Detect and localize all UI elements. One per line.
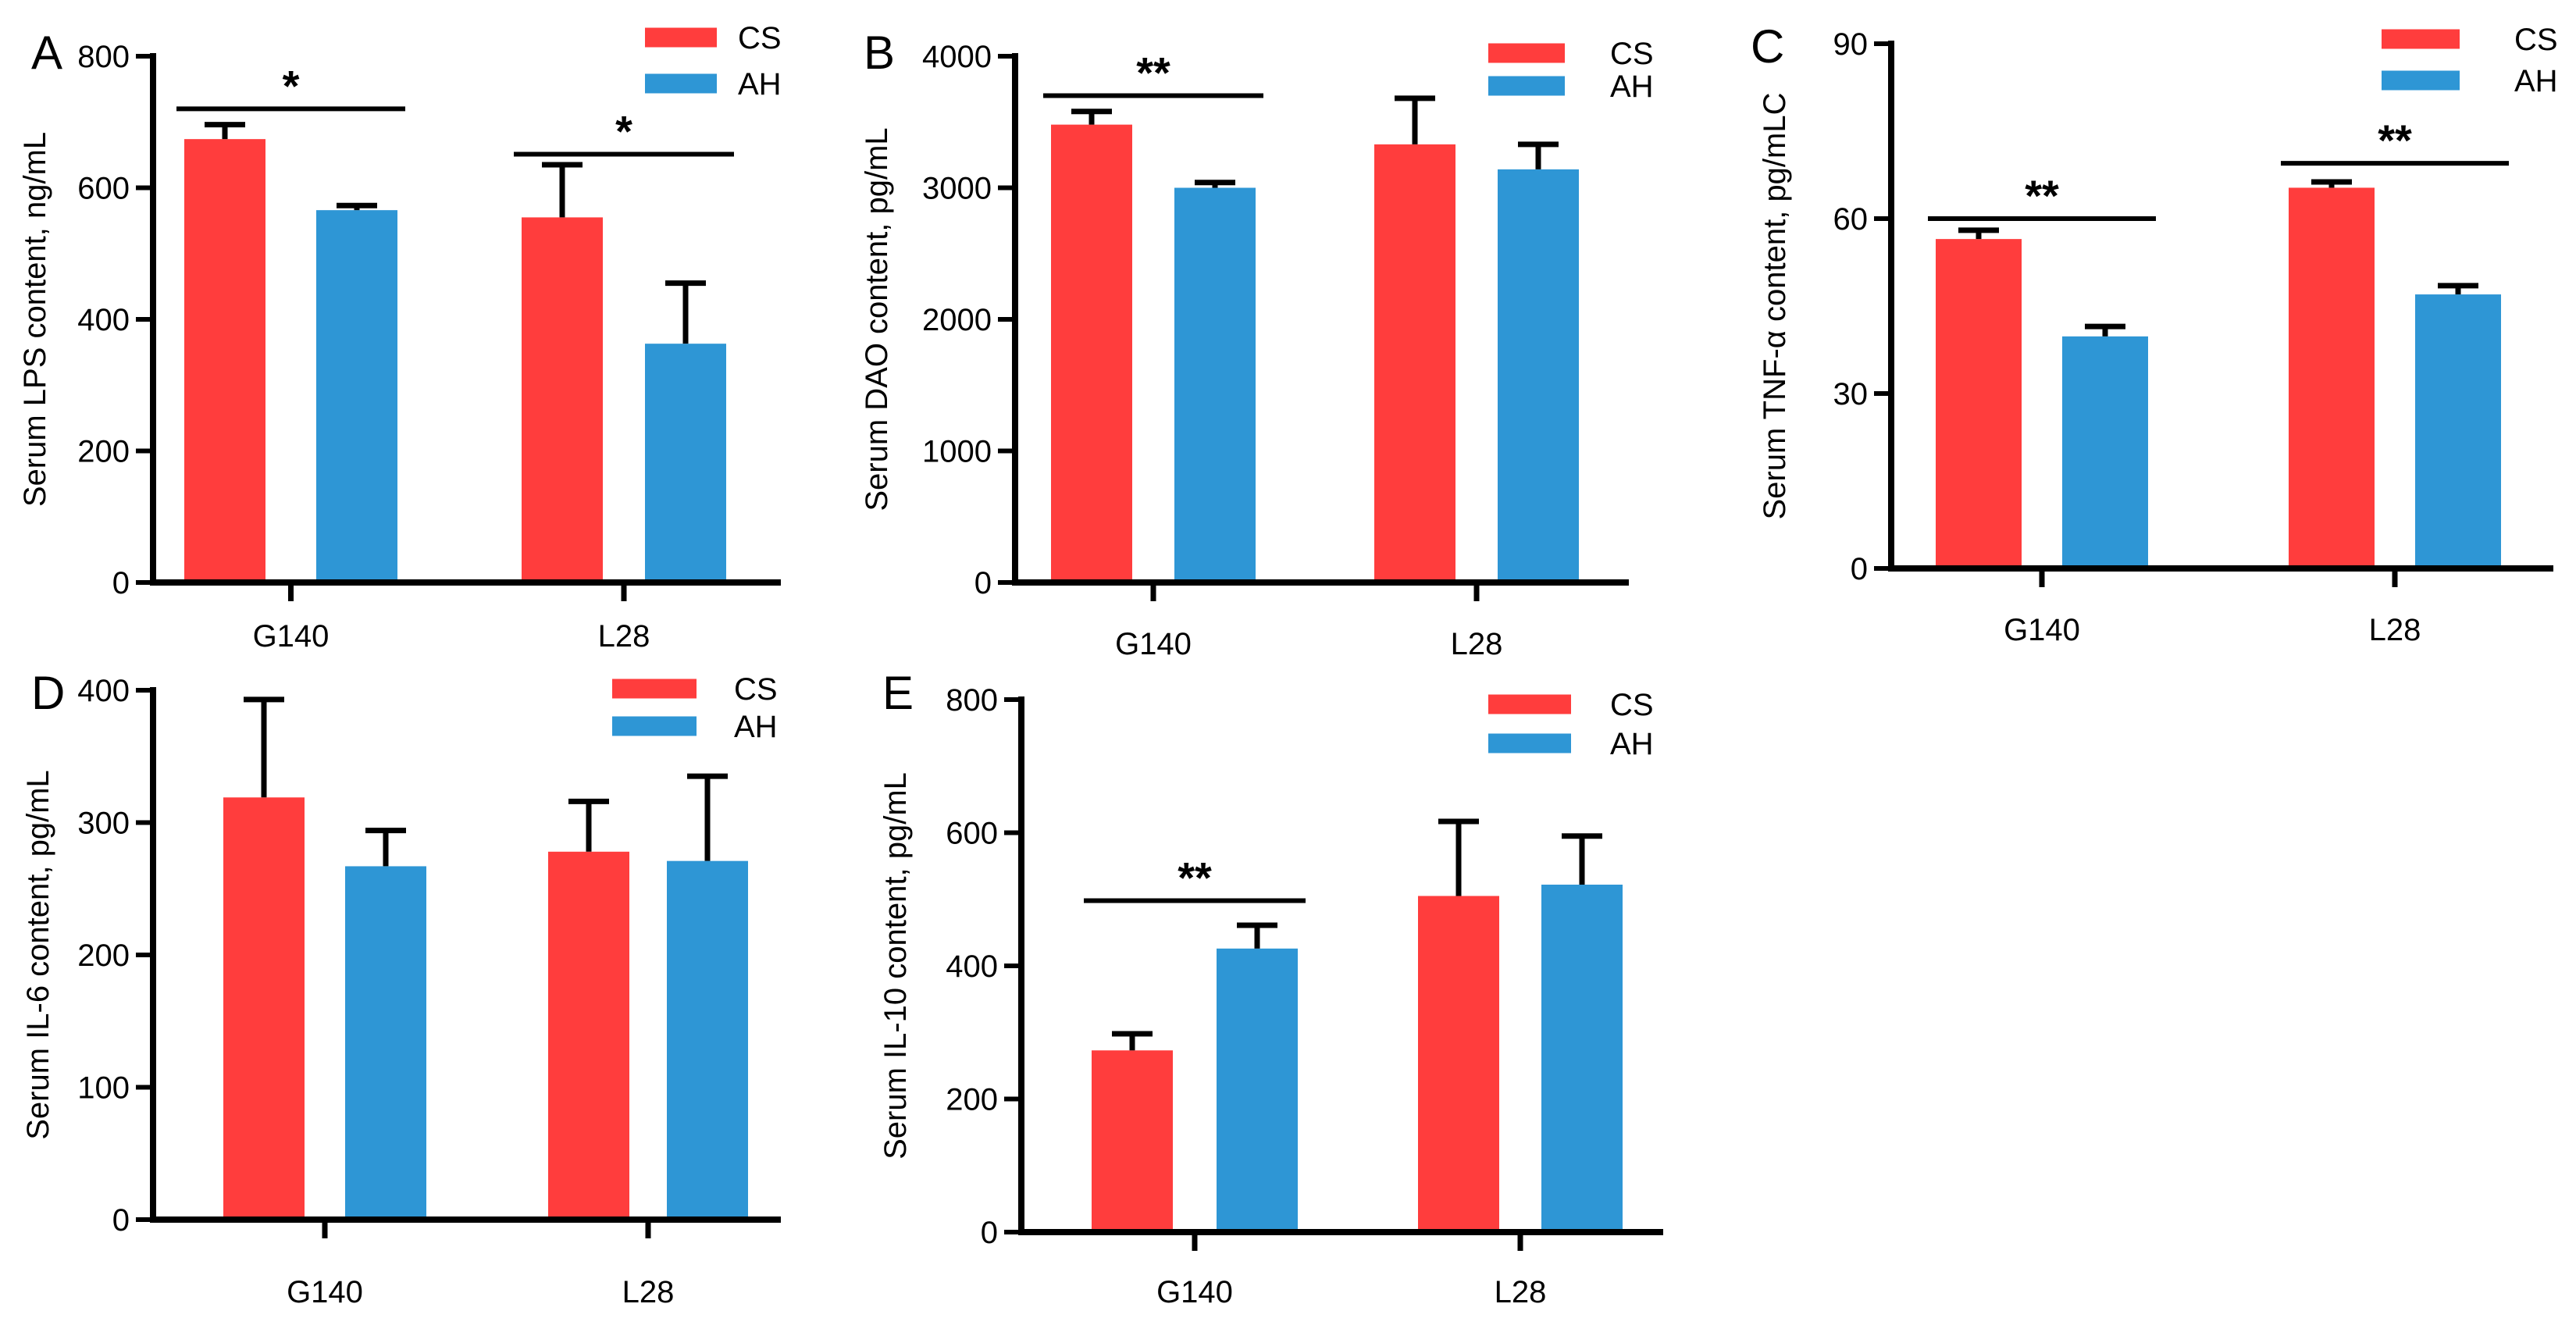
significance-marker: * bbox=[615, 107, 632, 156]
y-tick-label: 300 bbox=[77, 807, 130, 841]
legend-swatch-CS bbox=[2382, 29, 2460, 49]
legend-swatch-CS bbox=[612, 679, 697, 699]
legend-label-CS: CS bbox=[1610, 688, 1654, 722]
y-axis-label: Serum DAO content, pg/mL bbox=[860, 127, 894, 511]
panel-label: B bbox=[864, 27, 895, 79]
y-tick-label: 200 bbox=[77, 435, 130, 469]
significance-marker: ** bbox=[1136, 48, 1170, 98]
y-tick-label: 60 bbox=[1833, 202, 1869, 237]
y-tick-label: 3000 bbox=[922, 172, 992, 206]
legend-swatch-AH bbox=[612, 716, 697, 736]
bar-AH-G140 bbox=[345, 866, 426, 1220]
y-tick-label: 400 bbox=[77, 674, 130, 708]
panel-D: D Serum IL-6 content, pg/mL 0 100 200 300 400 G… bbox=[21, 667, 781, 1309]
x-tick-label: L28 bbox=[622, 1275, 675, 1309]
bar-CS-G140 bbox=[223, 797, 305, 1220]
legend-label-AH: AH bbox=[734, 710, 778, 744]
bar-AH-L28 bbox=[1498, 169, 1579, 582]
bar-AH-L28 bbox=[645, 344, 726, 582]
y-tick-label: 1000 bbox=[922, 435, 992, 469]
y-tick-label: 0 bbox=[974, 566, 992, 600]
x-tick-label: L28 bbox=[1495, 1275, 1547, 1309]
x-tick-label: G140 bbox=[1115, 627, 1192, 661]
legend-label-CS: CS bbox=[1610, 37, 1654, 71]
legend-label-AH: AH bbox=[1610, 727, 1654, 761]
y-tick-label: 600 bbox=[77, 172, 130, 206]
y-tick-label: 800 bbox=[946, 683, 998, 718]
significance-marker: * bbox=[283, 61, 300, 110]
bar-CS-L28 bbox=[548, 851, 629, 1220]
significance-marker: ** bbox=[2378, 116, 2412, 165]
y-tick-label: 100 bbox=[77, 1071, 130, 1106]
panel-label: E bbox=[882, 667, 914, 719]
bar-AH-G140 bbox=[316, 210, 397, 582]
bar-AH-L28 bbox=[1541, 884, 1623, 1232]
x-tick-label: G140 bbox=[2004, 613, 2080, 647]
legend-label-AH: AH bbox=[2514, 64, 2558, 98]
legend-swatch-CS bbox=[1488, 694, 1571, 714]
y-tick-label: 600 bbox=[946, 817, 998, 851]
bar-AH-G140 bbox=[1217, 948, 1298, 1232]
y-tick-label: 200 bbox=[946, 1083, 998, 1117]
legend-swatch-CS bbox=[645, 27, 717, 48]
legend-label-CS: CS bbox=[2514, 23, 2558, 57]
y-tick-label: 30 bbox=[1833, 377, 1869, 411]
panel-label: C bbox=[1751, 20, 1784, 73]
bar-AH-L28 bbox=[667, 860, 748, 1220]
y-tick-label: 0 bbox=[1851, 552, 1868, 586]
bar-CS-G140 bbox=[1092, 1050, 1173, 1232]
panel-label: A bbox=[31, 27, 62, 79]
y-tick-label: 90 bbox=[1833, 27, 1869, 62]
x-tick-label: G140 bbox=[287, 1275, 363, 1309]
x-tick-label: G140 bbox=[1156, 1275, 1233, 1309]
y-tick-label: 2000 bbox=[922, 303, 992, 337]
y-axis-label: Serum IL-10 content, pg/mL bbox=[878, 772, 913, 1159]
y-axis-label: Serum LPS content, ng/mL bbox=[18, 132, 52, 507]
legend-swatch-AH bbox=[645, 73, 717, 94]
panel-C: C Serum TNF-α content, pg/mLC 0 30 60 90 G140 L… bbox=[1751, 20, 2558, 647]
legend-label-CS: CS bbox=[738, 21, 782, 55]
x-tick-label: G140 bbox=[253, 619, 330, 654]
bar-CS-G140 bbox=[1051, 124, 1132, 582]
y-tick-label: 200 bbox=[77, 939, 130, 973]
y-tick-label: 400 bbox=[946, 949, 998, 984]
y-tick-label: 4000 bbox=[922, 40, 992, 74]
panel-E: E Serum IL-10 content, pg/mL 0 200 400 600 800… bbox=[878, 667, 1663, 1309]
y-tick-label: 0 bbox=[112, 1203, 130, 1238]
significance-marker: ** bbox=[1178, 853, 1212, 902]
bar-CS-L28 bbox=[522, 217, 603, 582]
y-tick-label: 0 bbox=[981, 1216, 998, 1250]
y-tick-label: 400 bbox=[77, 303, 130, 337]
legend-label-CS: CS bbox=[734, 672, 778, 707]
legend-swatch-AH bbox=[2382, 70, 2460, 91]
bar-AH-G140 bbox=[2062, 336, 2148, 568]
bar-CS-G140 bbox=[184, 139, 265, 582]
bar-CS-L28 bbox=[1418, 896, 1499, 1232]
x-tick-label: L28 bbox=[2369, 613, 2421, 647]
bar-CS-G140 bbox=[1936, 239, 2022, 568]
legend-label-AH: AH bbox=[738, 67, 782, 102]
y-axis-label: Serum TNF-α content, pg/mLC bbox=[1758, 92, 1792, 519]
legend-label-AH: AH bbox=[1610, 69, 1654, 104]
bar-AH-G140 bbox=[1174, 187, 1256, 582]
bar-CS-L28 bbox=[1374, 144, 1455, 582]
y-axis-label: Serum IL-6 content, pg/mL bbox=[21, 770, 55, 1140]
x-tick-label: L28 bbox=[1451, 627, 1503, 661]
y-tick-label: 800 bbox=[77, 40, 130, 74]
x-tick-label: L28 bbox=[598, 619, 650, 654]
significance-marker: ** bbox=[2025, 171, 2059, 220]
panel-A: A Serum LPS content, ng/mL 0 200 400 600 800 G1… bbox=[18, 21, 782, 654]
panel-label: D bbox=[31, 667, 65, 719]
legend-swatch-CS bbox=[1488, 43, 1565, 63]
bar-CS-L28 bbox=[2289, 187, 2375, 568]
y-tick-label: 0 bbox=[112, 566, 130, 600]
bar-AH-L28 bbox=[2415, 294, 2501, 568]
legend-swatch-AH bbox=[1488, 76, 1565, 96]
panel-B: B Serum DAO content, pg/mL 0 1000 2000 3000 40… bbox=[860, 27, 1654, 661]
legend-swatch-AH bbox=[1488, 733, 1571, 753]
